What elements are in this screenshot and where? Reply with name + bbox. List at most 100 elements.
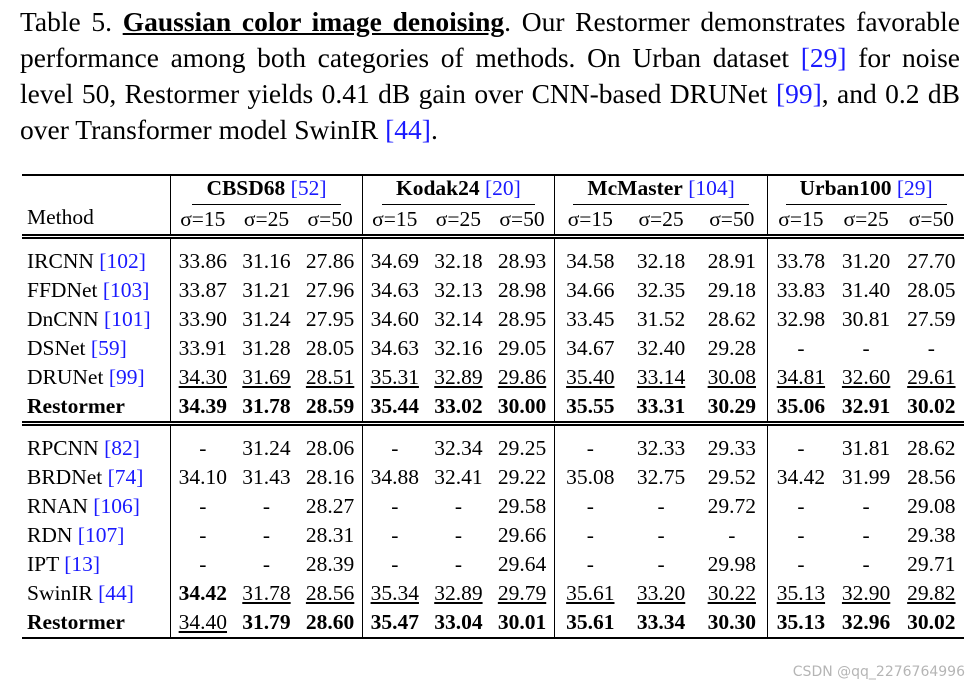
sigma-header: σ=25 [234, 205, 299, 239]
sigma-header: σ=15 [554, 205, 626, 239]
sigma-header: σ=25 [426, 205, 491, 239]
value: 27.95 [305, 307, 355, 331]
value-cell: 32.35 [626, 276, 697, 305]
value: 35.47 [370, 610, 419, 634]
value-cell: - [427, 521, 491, 550]
table-row: BRDNet [74] 34.10 31.43 28.16 34.88 32.41 29.2… [22, 463, 964, 492]
value-cell: - [235, 550, 299, 579]
value-cell: 33.87 [171, 276, 235, 305]
value-cell: - [768, 550, 834, 579]
citation[interactable]: [44] [98, 581, 134, 605]
value-cell: 29.98 [696, 550, 769, 579]
value: - [391, 494, 399, 518]
value-cell: 32.89 [427, 579, 491, 608]
method-name: FFDNet [27, 278, 98, 302]
value: 31.78 [242, 581, 291, 605]
value-cell: 29.71 [899, 550, 964, 579]
row-group: RPCNN [82] - 31.24 28.06 - 32.34 29.25 - 32.33 29… [22, 421, 964, 639]
citation[interactable]: [44] [385, 114, 431, 145]
value-cell: 31.81 [833, 421, 899, 463]
value-cell: 31.78 [235, 579, 299, 608]
value: 34.67 [566, 336, 615, 360]
method-name: Restormer [27, 610, 125, 634]
value: 32.75 [636, 465, 686, 489]
value-cell: 32.90 [834, 579, 899, 608]
value: 27.96 [305, 278, 355, 302]
citation[interactable]: [74] [107, 465, 144, 489]
value-cell: 33.31 [626, 392, 697, 424]
sigma-header: σ=50 [696, 205, 769, 239]
value-cell: - [362, 421, 427, 463]
method-name: BRDNet [27, 465, 103, 489]
value-cell: - [427, 550, 491, 579]
citation[interactable]: [52] [290, 176, 327, 200]
citation[interactable]: [99] [775, 78, 822, 109]
value-cell: 35.13 [768, 579, 834, 608]
value-cell: - [362, 550, 426, 579]
citation[interactable]: [102] [99, 249, 146, 273]
value-cell: - [834, 334, 899, 363]
value: 32.89 [434, 581, 483, 605]
value-cell: 33.91 [171, 334, 235, 363]
method-name: RDN [27, 523, 73, 547]
value-cell: 34.60 [362, 305, 426, 334]
value: 28.98 [497, 278, 547, 302]
value: 34.63 [370, 278, 419, 302]
value: 29.86 [497, 365, 547, 389]
citation[interactable]: [101] [104, 307, 151, 331]
citation[interactable]: [106] [93, 494, 140, 518]
value-cell: 29.79 [490, 579, 555, 608]
value: 28.56 [305, 581, 355, 605]
value: 28.62 [907, 436, 956, 460]
citation[interactable]: [59] [90, 336, 127, 360]
citation[interactable]: [104] [688, 176, 735, 200]
citation[interactable]: [29] [800, 42, 847, 73]
sigma-header: σ=50 [298, 205, 363, 239]
value-cell: 27.96 [298, 276, 363, 305]
citation[interactable]: [29] [896, 176, 933, 200]
method-header-text: Method [27, 205, 94, 229]
value-cell: 28.05 [298, 334, 363, 363]
value: 35.06 [776, 394, 826, 418]
value: 28.60 [305, 610, 355, 634]
value: 27.70 [907, 249, 956, 273]
value: 31.16 [242, 249, 291, 273]
value: 30.22 [707, 581, 757, 605]
value-cell: - [554, 550, 625, 579]
citation[interactable]: [20] [485, 176, 521, 200]
value-cell: 33.04 [426, 608, 491, 639]
value: - [927, 336, 935, 360]
value-cell: 32.34 [426, 421, 491, 463]
citation[interactable]: [99] [108, 365, 145, 389]
value-cell: 31.40 [834, 276, 899, 305]
value-cell: 35.06 [768, 392, 834, 424]
header-row: Method CBSD68 [52] Kodak24 [20] McMaster [1… [22, 174, 964, 239]
caption-text: for noise level 50, Restormer yields 0.4… [20, 42, 960, 109]
method-cell: IPT [13] [22, 550, 171, 579]
value-cell: 28.16 [298, 463, 363, 492]
method-name: SwinIR [27, 581, 93, 605]
value-cell: 32.13 [427, 276, 491, 305]
value-cell: 28.98 [490, 276, 555, 305]
dataset-name: Kodak24 [395, 176, 480, 200]
citation[interactable]: [103] [102, 278, 150, 302]
value-cell: - [626, 492, 697, 521]
value: 28.39 [305, 552, 355, 576]
value: 32.98 [776, 307, 826, 331]
dataset-label: McMaster [104] [573, 176, 749, 205]
value-cell: 33.86 [171, 237, 235, 277]
value: 33.02 [434, 394, 483, 418]
value-cell: 32.41 [427, 463, 491, 492]
value-cell: 29.08 [899, 492, 964, 521]
citation[interactable]: [82] [104, 436, 140, 460]
value-cell: 28.95 [490, 305, 555, 334]
method-cell: DnCNN [101] [22, 305, 171, 334]
value-cell: - [235, 492, 299, 521]
method-name: Restormer [27, 394, 125, 418]
value: 33.20 [636, 581, 686, 605]
value: 31.24 [242, 307, 291, 331]
citation[interactable]: [13] [64, 552, 101, 576]
citation[interactable]: [107] [77, 523, 125, 547]
value: 32.90 [841, 581, 891, 605]
